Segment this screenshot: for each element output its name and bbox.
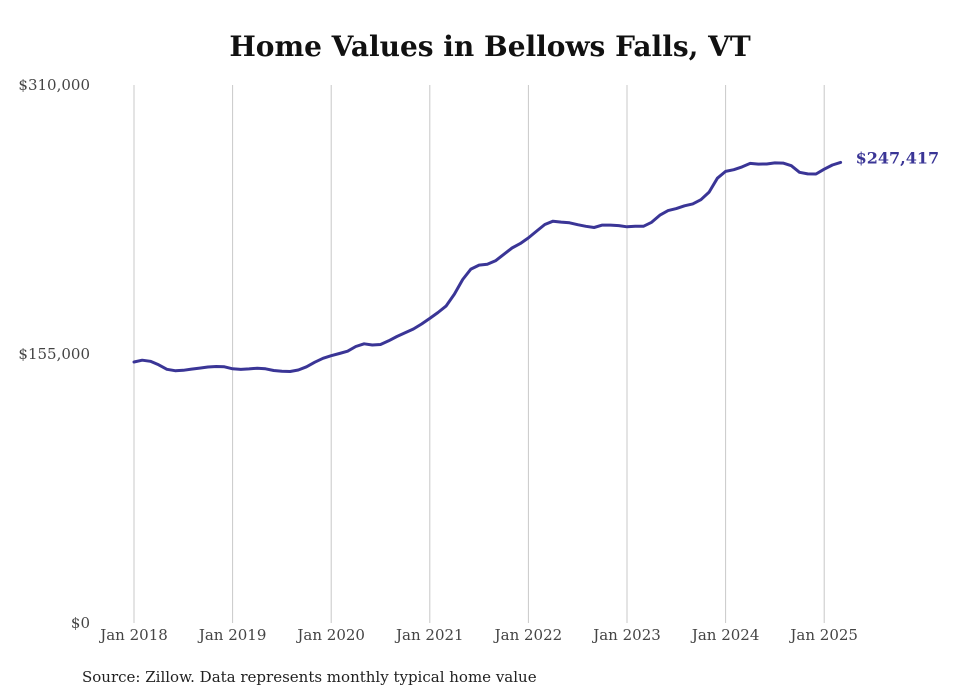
x-tick-label: Jan 2022 [493,626,563,644]
series-end-label: $247,417 [856,148,940,167]
series-layer: $247,417 [132,148,940,373]
y-tick-label: $0 [71,614,90,632]
x-axis-labels: Jan 2018 Jan 2019 Jan 2020 Jan 2021 Jan 2022… [98,626,858,644]
x-tick-label: Jan 2021 [394,626,464,644]
x-tick-label: Jan 2020 [295,626,365,644]
gridlines [133,85,825,623]
x-tick-label: Jan 2019 [197,626,267,644]
x-tick-label: Jan 2025 [788,626,858,644]
x-tick-label: Jan 2023 [591,626,661,644]
y-tick-label: $155,000 [18,345,90,363]
x-tick-label: Jan 2024 [690,626,760,644]
y-axis-labels: $0 $155,000 $310,000 [18,76,90,632]
y-tick-label: $310,000 [18,76,90,94]
x-tick-label: Jan 2018 [98,626,168,644]
chart-title: Home Values in Bellows Falls, VT [229,30,751,63]
source-note: Source: Zillow. Data represents monthly … [82,668,537,686]
series-line [132,160,843,373]
